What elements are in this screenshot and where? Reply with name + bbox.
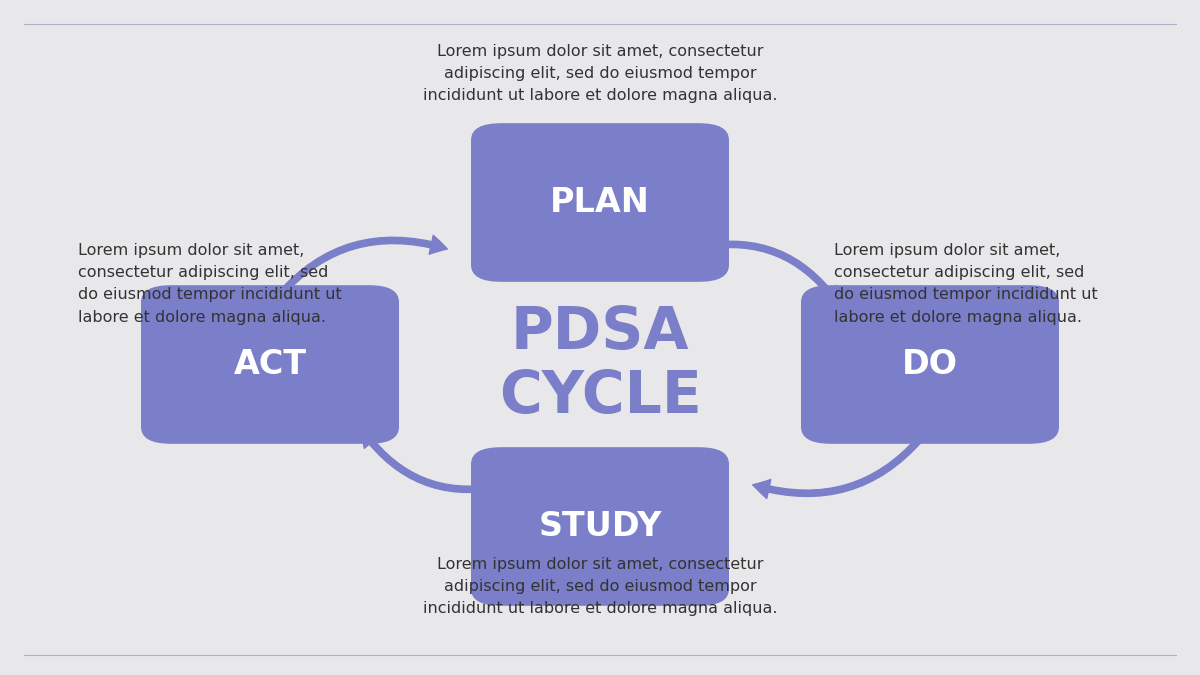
FancyBboxPatch shape [470,124,728,282]
Text: DO: DO [902,348,958,381]
Text: STUDY: STUDY [539,510,661,543]
FancyBboxPatch shape [470,447,728,606]
FancyBboxPatch shape [142,285,398,444]
FancyBboxPatch shape [802,285,1060,444]
FancyArrowPatch shape [752,427,931,498]
FancyArrowPatch shape [692,241,839,305]
FancyArrowPatch shape [269,236,448,307]
Text: Lorem ipsum dolor sit amet, consectetur
adipiscing elit, sed do eiusmod tempor
i: Lorem ipsum dolor sit amet, consectetur … [422,557,778,616]
FancyArrowPatch shape [361,429,508,493]
Text: Lorem ipsum dolor sit amet,
consectetur adipiscing elit, sed
do eiusmod tempor i: Lorem ipsum dolor sit amet, consectetur … [834,243,1098,325]
Text: Lorem ipsum dolor sit amet, consectetur
adipiscing elit, sed do eiusmod tempor
i: Lorem ipsum dolor sit amet, consectetur … [422,44,778,103]
Text: ACT: ACT [234,348,306,381]
Text: PDSA
CYCLE: PDSA CYCLE [499,304,701,425]
Text: Lorem ipsum dolor sit amet,
consectetur adipiscing elit, sed
do eiusmod tempor i: Lorem ipsum dolor sit amet, consectetur … [78,243,342,325]
Text: PLAN: PLAN [550,186,650,219]
